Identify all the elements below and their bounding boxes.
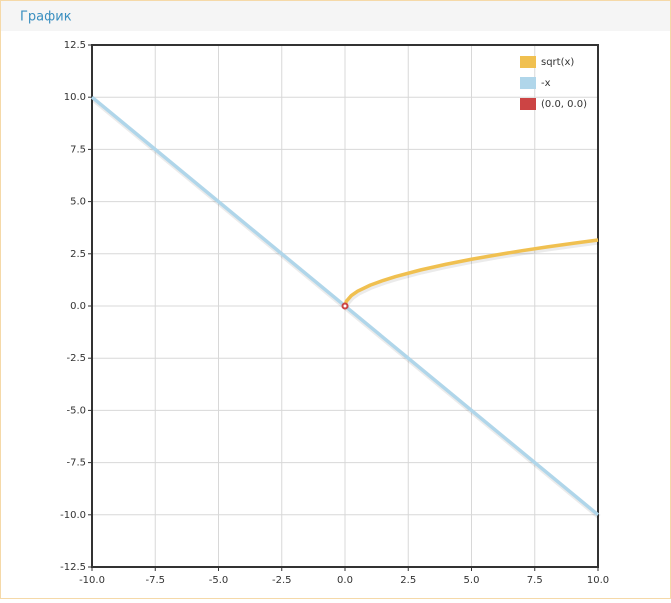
plot-frame xyxy=(91,44,599,568)
y-tick-label: -12.5 xyxy=(60,562,86,573)
legend-label: -x xyxy=(541,78,551,89)
x-tick-label: -2.5 xyxy=(272,575,292,586)
y-tick-label: -10.0 xyxy=(60,510,86,521)
chart-title: График xyxy=(20,10,72,25)
x-tick-label: -7.5 xyxy=(145,575,165,586)
y-tick-label: 2.5 xyxy=(70,249,86,260)
y-tick-label: 5.0 xyxy=(70,197,86,208)
y-tick-label: -7.5 xyxy=(66,458,86,469)
y-tick-label: -5.0 xyxy=(66,405,86,416)
x-tick-label: -5.0 xyxy=(209,575,229,586)
legend-swatch xyxy=(520,77,536,89)
x-tick-label: 5.0 xyxy=(464,575,480,586)
legend-swatch xyxy=(520,56,536,68)
y-tick-label: 7.5 xyxy=(70,144,86,155)
y-tick-label: -2.5 xyxy=(66,353,86,364)
y-tick-label: 0.0 xyxy=(70,301,86,312)
legend-label: (0.0, 0.0) xyxy=(541,99,587,110)
point xyxy=(341,302,349,310)
y-tick-label: 10.0 xyxy=(64,92,86,103)
legend-swatch xyxy=(520,98,536,110)
series-shadow xyxy=(343,239,600,309)
y-tick-label: 12.5 xyxy=(64,40,86,51)
series-line xyxy=(343,238,599,307)
legend-label: sqrt(x) xyxy=(541,57,574,68)
x-tick-label: 7.5 xyxy=(527,575,543,586)
panel-header xyxy=(1,1,670,31)
x-tick-label: 10.0 xyxy=(587,575,609,586)
x-tick-label: -10.0 xyxy=(79,575,105,586)
x-tick-label: 0.0 xyxy=(337,575,353,586)
x-tick-label: 2.5 xyxy=(400,575,416,586)
